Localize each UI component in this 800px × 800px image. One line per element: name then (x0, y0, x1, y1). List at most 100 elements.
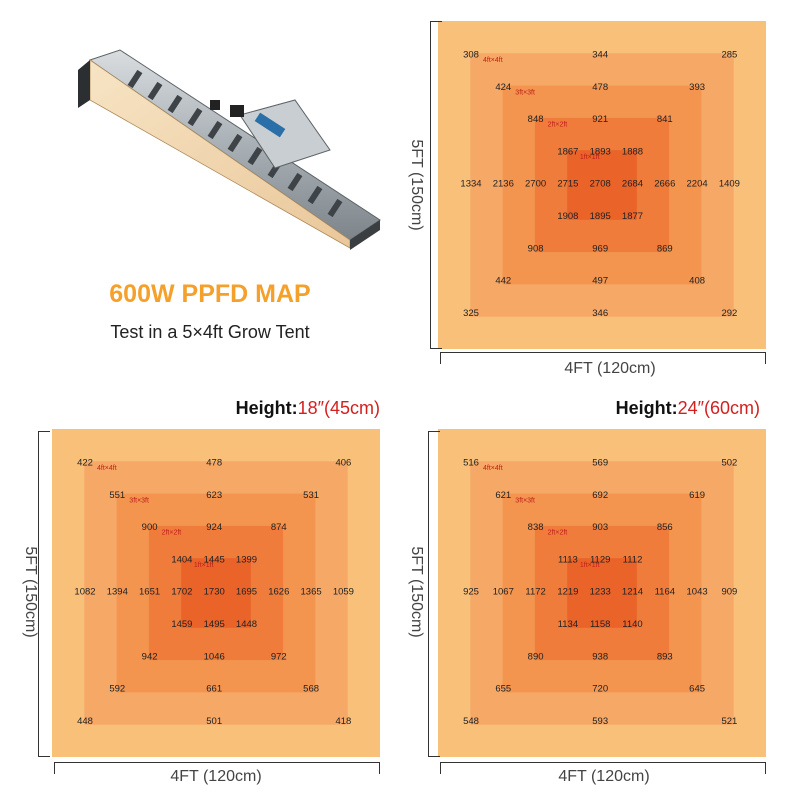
ppfd-value: 501 (206, 716, 222, 727)
height-value: 24″(60cm) (677, 398, 760, 418)
ppfd-value: 422 (77, 458, 93, 469)
ppfd-value: 448 (77, 716, 93, 727)
ppfd-value: 593 (592, 716, 608, 727)
ppfd-value: 1134 (558, 619, 578, 630)
ppfd-heatmap-top: 4ft×4ft 3ft×3ft 2ft×2ft 1ft×1ft 308 344 285 424… (438, 21, 766, 349)
ppfd-value: 478 (592, 82, 608, 93)
ppfd-value: 325 (463, 308, 479, 319)
ppfd-value: 393 (689, 82, 705, 93)
ppfd-value: 521 (721, 716, 737, 727)
zone-label: 1ft×1ft (580, 562, 600, 569)
ppfd-value: 2715 (557, 179, 578, 190)
ppfd-value: 619 (689, 490, 705, 501)
ppfd-value: 285 (721, 50, 737, 61)
ppfd-value: 1867 (557, 146, 578, 157)
zone-label: 1ft×1ft (194, 562, 214, 569)
zone-label: 4ft×4ft (483, 465, 503, 472)
ppfd-value: 1113 (558, 554, 578, 565)
ppfd-value: 924 (206, 522, 222, 533)
ppfd-value: 890 (528, 651, 544, 662)
x-axis-label: 4FT (120cm) (558, 768, 650, 785)
ppfd-value: 551 (109, 490, 125, 501)
height-key: Height: (615, 398, 678, 418)
ppfd-value: 1043 (687, 587, 708, 598)
ppfd-value: 692 (592, 490, 608, 501)
ppfd-value: 1365 (301, 587, 322, 598)
ppfd-heatmap-24in-svg: 4ft×4ft 3ft×3ft 2ft×2ft 1ft×1ft 516 569 502 621… (438, 429, 766, 757)
ppfd-value: 408 (689, 276, 705, 287)
ppfd-value: 942 (142, 651, 158, 662)
zone-label: 1ft×1ft (580, 154, 600, 161)
ppfd-value: 568 (303, 684, 319, 695)
ppfd-value: 655 (495, 684, 511, 695)
ppfd-value: 308 (463, 50, 479, 61)
ppfd-value: 531 (303, 490, 319, 501)
ppfd-value: 478 (206, 458, 222, 469)
ppfd-value: 1908 (557, 211, 578, 222)
ppfd-value: 1893 (590, 146, 611, 157)
ppfd-value: 1059 (333, 587, 354, 598)
ppfd-value: 2666 (654, 179, 675, 190)
ppfd-value: 516 (463, 458, 479, 469)
ppfd-value: 1877 (622, 211, 643, 222)
ppfd-value: 424 (495, 82, 511, 93)
ppfd-map-title: 600W PPFD MAP (109, 280, 311, 308)
ppfd-value: 442 (495, 276, 511, 287)
height-label-24: Height:24″(60cm) (560, 398, 760, 419)
ppfd-value: 720 (592, 684, 608, 695)
ppfd-value: 874 (271, 522, 287, 533)
ppfd-value: 1067 (493, 587, 514, 598)
height-label-18: Height:18″(45cm) (180, 398, 380, 419)
ppfd-value: 2204 (687, 179, 708, 190)
ppfd-value: 869 (657, 243, 673, 254)
height-value: 18″(45cm) (297, 398, 380, 418)
x-axis-label: 4FT (120cm) (564, 360, 656, 377)
x-dimension-bracket (54, 762, 380, 774)
zone-label: 4ft×4ft (483, 57, 503, 64)
x-axis-label: 4FT (120cm) (170, 768, 262, 785)
zone-1ft-area (181, 558, 251, 628)
ppfd-value: 497 (592, 276, 608, 287)
ppfd-value: 1158 (590, 619, 610, 630)
ppfd-value: 838 (528, 522, 544, 533)
ppfd-value: 1219 (557, 587, 578, 598)
ppfd-value: 2700 (525, 179, 546, 190)
ppfd-value: 645 (689, 684, 705, 695)
ppfd-value: 548 (463, 716, 479, 727)
ppfd-value: 1214 (622, 587, 643, 598)
ppfd-value: 908 (528, 243, 544, 254)
ppfd-value: 909 (721, 587, 737, 598)
ppfd-value: 1459 (171, 619, 192, 630)
ppfd-value: 1140 (622, 619, 642, 630)
ppfd-heatmap-18in: 4ft×4ft 3ft×3ft 2ft×2ft 1ft×1ft 422 478 406 551… (52, 429, 380, 757)
x-dimension-bracket (440, 352, 766, 364)
ppfd-value: 925 (463, 587, 479, 598)
ppfd-value: 502 (721, 458, 737, 469)
ppfd-heatmap-24in: 4ft×4ft 3ft×3ft 2ft×2ft 1ft×1ft 516 569 502 621… (438, 429, 766, 757)
ppfd-value: 1399 (236, 554, 257, 565)
ppfd-value: 1112 (623, 554, 643, 565)
ppfd-heatmap-top-svg: 4ft×4ft 3ft×3ft 2ft×2ft 1ft×1ft 308 344 285 424… (438, 21, 766, 349)
y-axis-label: 5FT (150cm) (408, 546, 425, 638)
ppfd-value: 2708 (590, 179, 611, 190)
ppfd-value: 418 (335, 716, 351, 727)
ppfd-value: 406 (335, 458, 351, 469)
zone-label: 2ft×2ft (162, 530, 182, 537)
y-dimension-bracket (428, 431, 440, 757)
zone-1ft-area (567, 558, 637, 628)
y-axis-label: 5FT (150cm) (408, 139, 425, 231)
ppfd-value: 623 (206, 490, 222, 501)
ppfd-heatmap-18in-svg: 4ft×4ft 3ft×3ft 2ft×2ft 1ft×1ft 422 478 406 551… (52, 429, 380, 757)
ppfd-value: 346 (592, 308, 608, 319)
ppfd-value: 903 (592, 522, 608, 533)
ppfd-value: 972 (271, 651, 287, 662)
led-grow-light-image (78, 49, 381, 250)
ppfd-value: 344 (592, 50, 608, 61)
tent-subtitle: Test in a 5×4ft Grow Tent (110, 322, 310, 342)
ppfd-value: 969 (592, 243, 608, 254)
ppfd-value: 2684 (622, 179, 643, 190)
ppfd-value: 848 (528, 114, 544, 125)
x-dimension-bracket (440, 762, 766, 774)
y-dimension-bracket (430, 21, 442, 349)
zone-label: 3ft×3ft (515, 497, 535, 504)
